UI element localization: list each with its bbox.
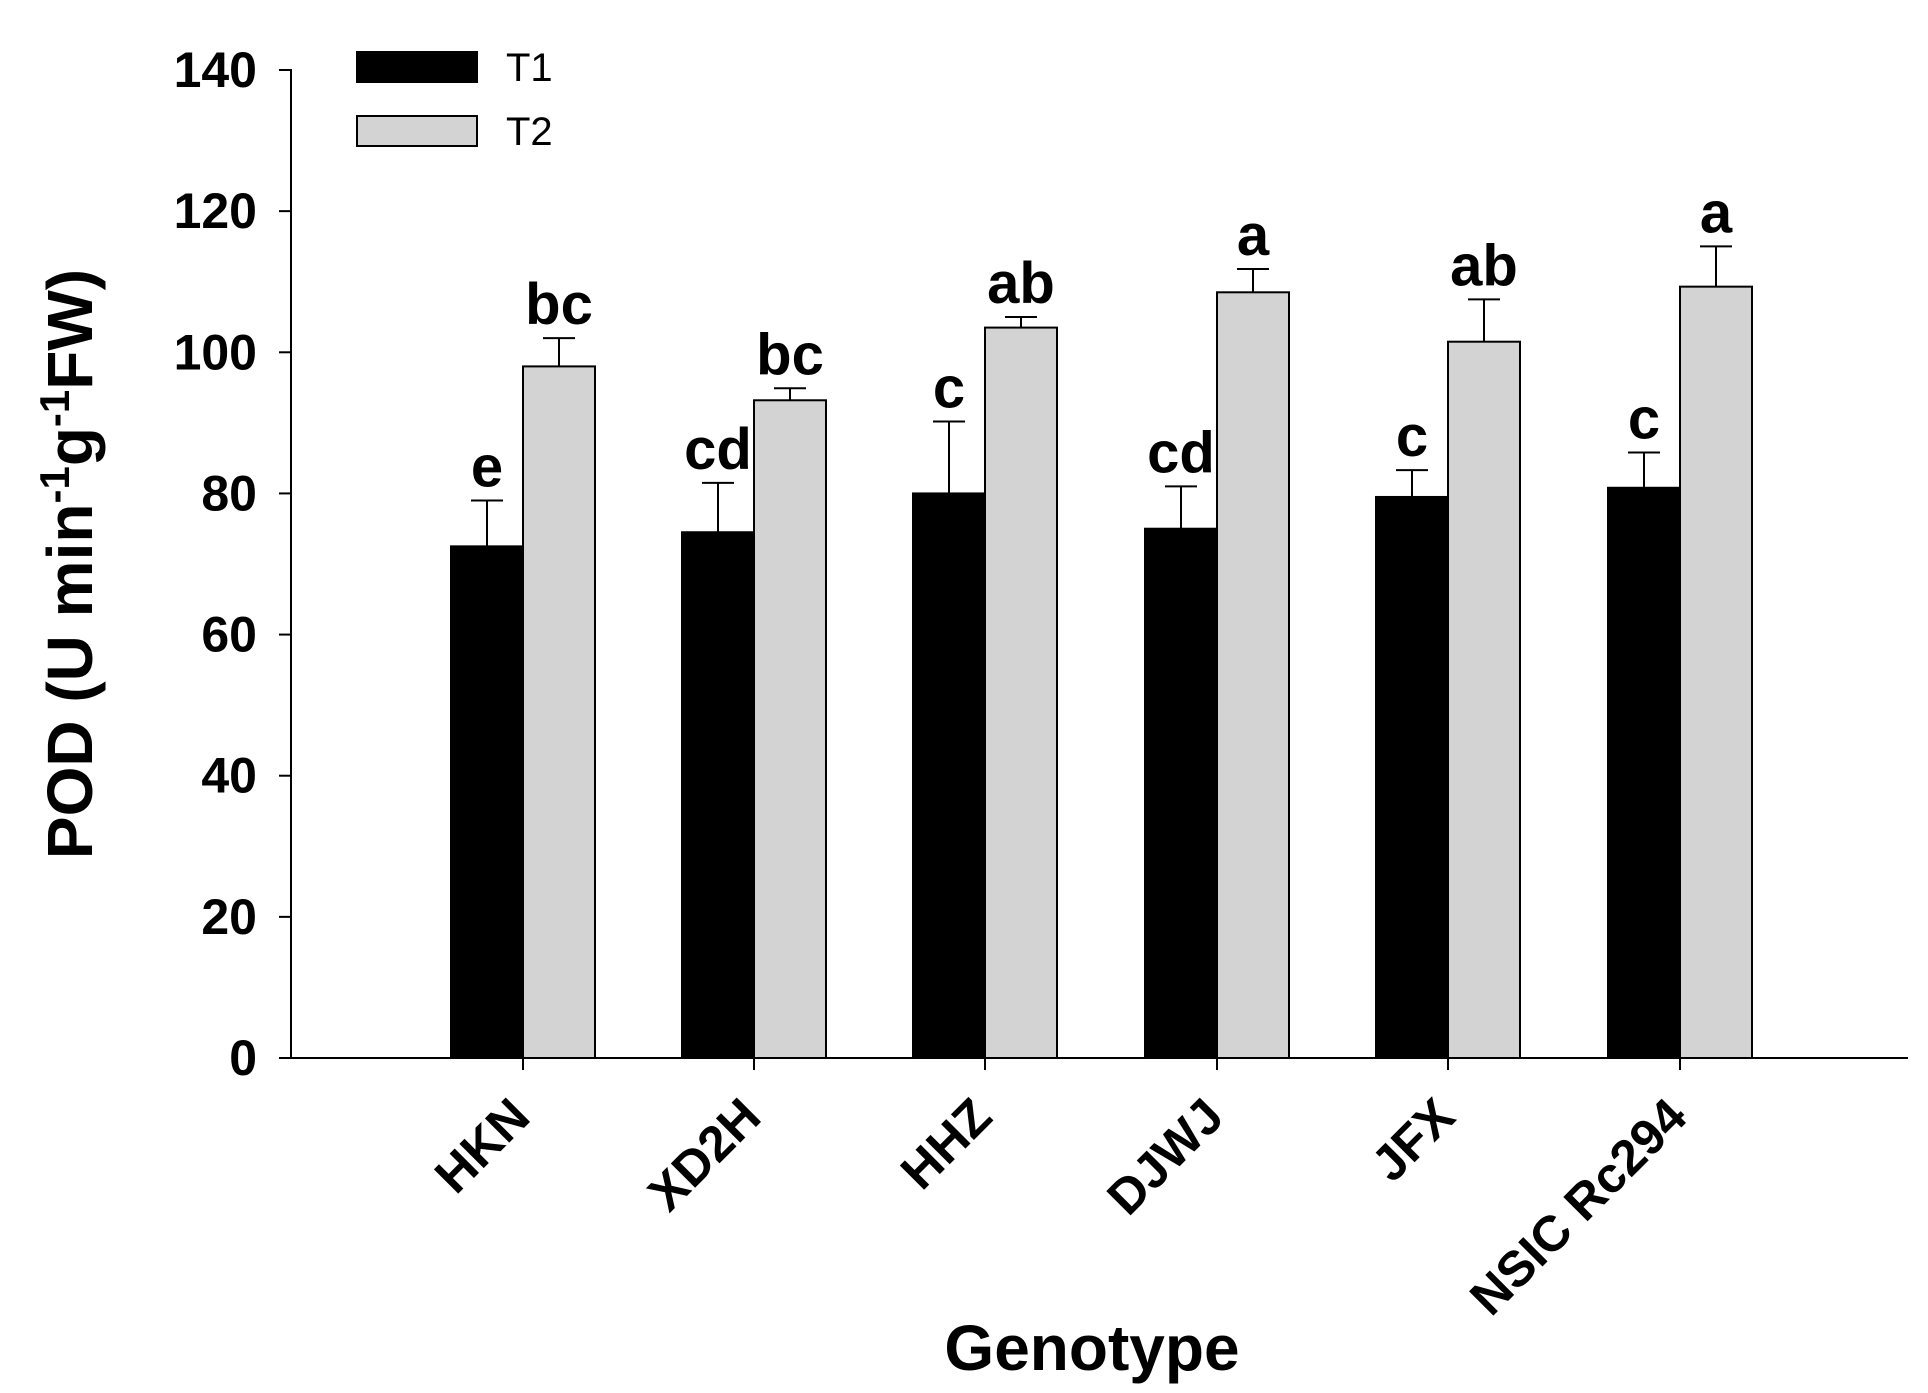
y-tick-label: 0 xyxy=(229,1030,257,1086)
error-bar-t1-5 xyxy=(1628,451,1660,488)
y-tick-label: 140 xyxy=(174,42,257,98)
bar-t1-4 xyxy=(1375,495,1449,1059)
significance-letters-layer: e cd c cd c c bc bc ab a ab a xyxy=(471,180,1733,499)
error-bar-t2-1 xyxy=(774,387,806,401)
y-axis-title-part: g xyxy=(34,427,106,466)
x-axis-title: Genotype xyxy=(944,1312,1239,1384)
error-bar-t1-4 xyxy=(1396,469,1428,497)
error-bar-t2-3 xyxy=(1237,268,1269,293)
bar-t2-0 xyxy=(522,365,596,1059)
significance-letter: a xyxy=(1237,203,1270,268)
bar-t1-2 xyxy=(912,492,986,1059)
significance-letter: cd xyxy=(1147,420,1215,485)
bars-layer xyxy=(450,285,1753,1060)
bar-t2-2 xyxy=(984,326,1058,1060)
legend-label: T2 xyxy=(506,110,553,154)
significance-letter: c xyxy=(1628,386,1660,451)
error-bar-t1-1 xyxy=(702,481,734,533)
significance-letter: cd xyxy=(684,417,752,482)
significance-letter: c xyxy=(1396,404,1428,469)
y-tick-label: 40 xyxy=(201,748,257,804)
bar-t2-5 xyxy=(1679,285,1753,1059)
error-bar-t1-0 xyxy=(471,499,503,547)
legend-item-t1: T1 xyxy=(356,46,553,90)
bar-t2-1 xyxy=(753,399,827,1059)
error-bar-t2-2 xyxy=(1005,316,1037,328)
legend-swatch xyxy=(356,51,478,83)
y-axis-title-superscript: -1 xyxy=(31,466,78,503)
error-bar-t2-5 xyxy=(1700,245,1732,287)
error-bar-t2-0 xyxy=(543,337,575,367)
significance-letter: bc xyxy=(525,272,593,337)
y-axis-title-part: POD (U min xyxy=(34,504,106,860)
significance-letter: c xyxy=(933,355,965,420)
y-axis-title-part: FW) xyxy=(34,269,106,390)
significance-letter: a xyxy=(1700,180,1733,245)
significance-letter: bc xyxy=(756,322,824,387)
x-category-label: XD2H xyxy=(637,1088,771,1222)
y-tick-label: 60 xyxy=(201,607,257,663)
error-bar-t2-4 xyxy=(1468,298,1500,342)
significance-letter: e xyxy=(471,434,503,499)
legend-swatch xyxy=(356,115,478,147)
bar-t2-4 xyxy=(1447,340,1521,1059)
x-category-label: HHZ xyxy=(890,1088,1002,1200)
legend-item-t2: T2 xyxy=(356,110,553,154)
error-bars-layer xyxy=(471,245,1732,547)
error-bar-t1-2 xyxy=(933,420,965,494)
y-tick-label: 20 xyxy=(201,889,257,945)
bar-t1-1 xyxy=(681,531,755,1059)
significance-letter: ab xyxy=(1450,233,1518,298)
y-tick-label: 100 xyxy=(174,324,257,380)
bar-t1-5 xyxy=(1607,486,1681,1060)
x-category-label: NSIC Rc294 xyxy=(1459,1088,1697,1326)
x-category-label: HKN xyxy=(424,1088,540,1204)
y-axis-title-superscript: -1 xyxy=(31,390,78,427)
error-bar-t1-3 xyxy=(1165,485,1197,529)
legend-label: T1 xyxy=(506,46,553,90)
y-axis-title: POD (U min-1g-1FW) xyxy=(31,269,107,859)
x-category-label: DJWJ xyxy=(1096,1088,1234,1226)
significance-letter: ab xyxy=(987,251,1055,316)
bar-t1-3 xyxy=(1144,527,1218,1059)
y-tick-label: 120 xyxy=(174,183,257,239)
bar-t1-0 xyxy=(450,545,524,1059)
y-tick-label: 80 xyxy=(201,465,257,521)
bar-t2-3 xyxy=(1216,291,1290,1059)
x-category-label: JFX xyxy=(1361,1088,1465,1192)
